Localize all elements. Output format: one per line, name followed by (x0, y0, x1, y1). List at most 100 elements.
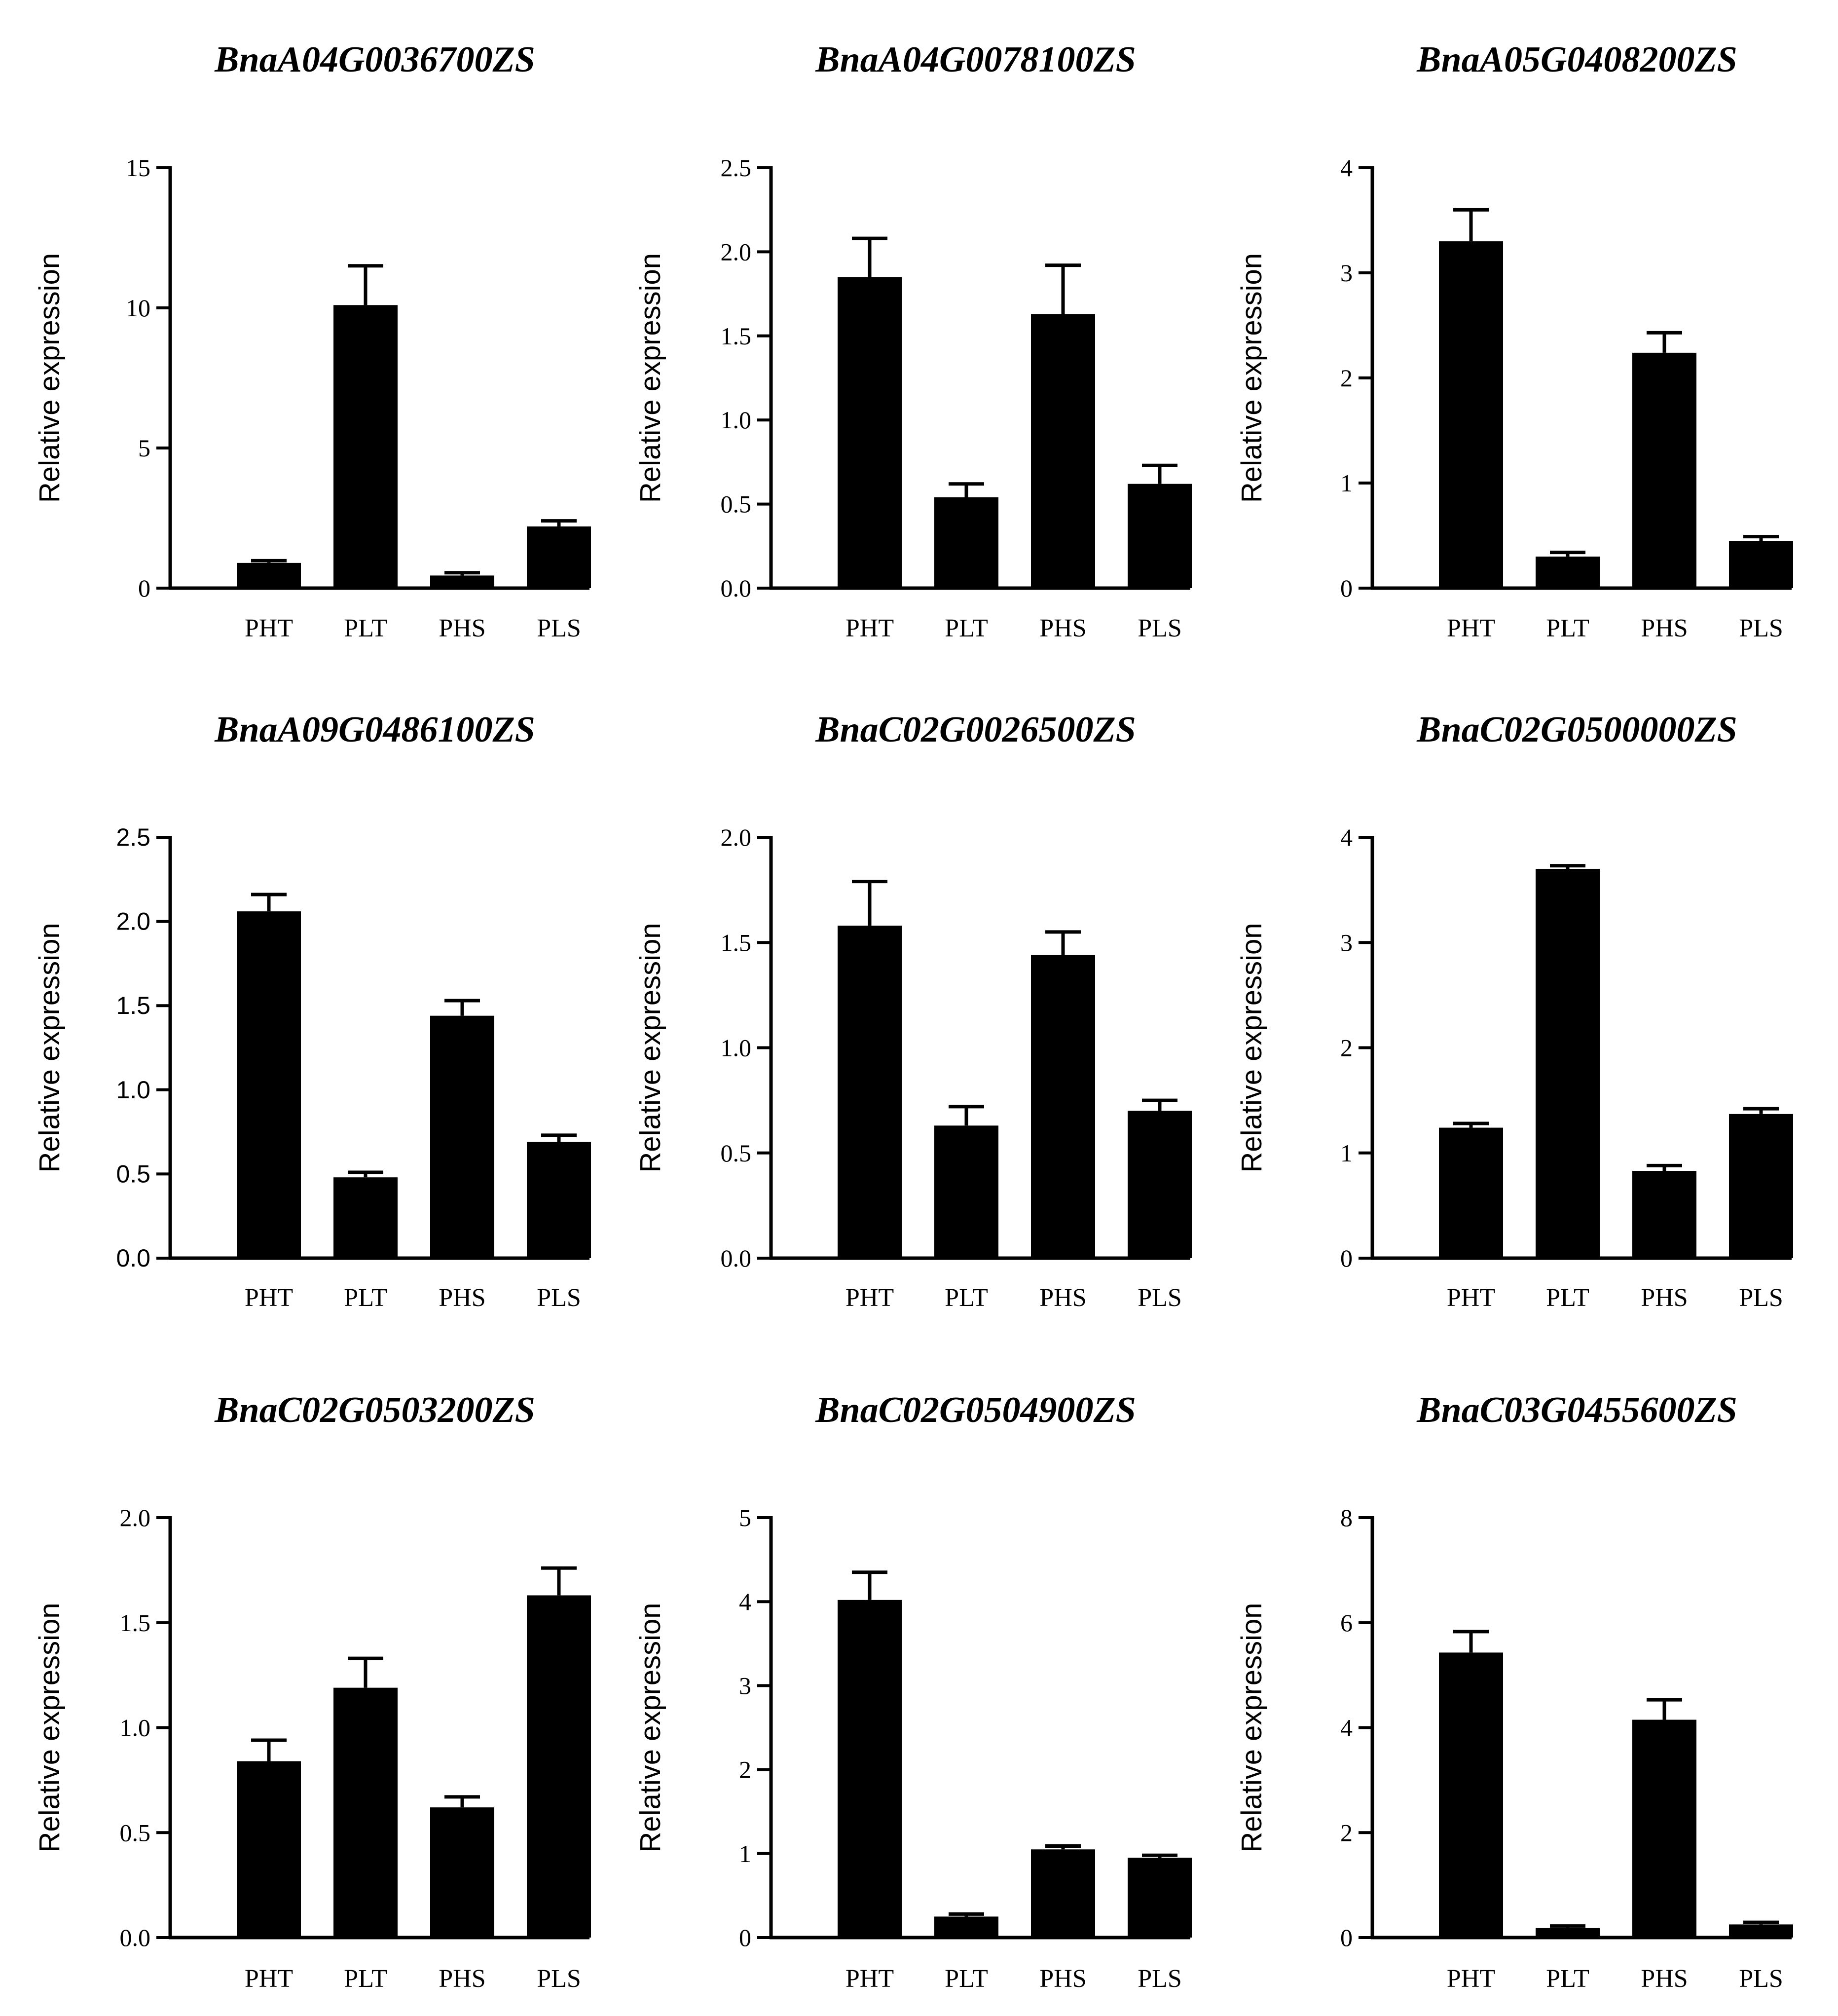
y-tick-label: 0 (1340, 1924, 1353, 1951)
y-tick-label: 2.0 (120, 1504, 151, 1531)
y-tick-label: 10 (126, 294, 150, 322)
y-tick-label: 0 (138, 574, 150, 602)
y-axis-label: Relative expression (34, 1603, 66, 1852)
x-tick-label: PLS (537, 1965, 581, 1993)
y-tick-label: 0 (1340, 574, 1353, 602)
y-axis-label: Relative expression (1236, 923, 1268, 1172)
x-tick-label: PLS (1138, 614, 1182, 642)
bar-phs (1031, 1849, 1095, 1938)
bar-pht (1439, 241, 1503, 589)
chart-panel: BnaA09G0486100ZS Relative expression 0.0 0.… (34, 709, 591, 1312)
bar-pls (1729, 541, 1793, 588)
y-tick-label: 0.5 (116, 1160, 150, 1188)
bar-plt (333, 305, 398, 588)
y-axis-label: Relative expression (1236, 1603, 1268, 1852)
y-tick-label: 4 (1340, 154, 1353, 182)
x-tick-label: PLT (344, 1965, 387, 1993)
bar-pls (527, 1142, 591, 1258)
chart-title: BnaC03G0455600ZS (1416, 1390, 1737, 1430)
y-tick-label: 1.0 (116, 1076, 150, 1104)
x-tick-label: PHT (845, 614, 894, 642)
chart-title: BnaC02G0500000ZS (1416, 709, 1737, 750)
x-tick-label: PHT (845, 1965, 894, 1993)
y-tick-label: 4 (1340, 823, 1353, 851)
y-tick-label: 3 (739, 1672, 751, 1699)
bar-phs (430, 1015, 494, 1258)
x-tick-label: PLT (945, 1284, 988, 1312)
y-tick-label: 6 (1340, 1609, 1353, 1637)
y-tick-label: 4 (1340, 1714, 1353, 1742)
chart-panel: BnaC02G0503200ZS Relative expression 0.0 0.… (34, 1390, 591, 1993)
y-tick-label: 2.5 (116, 823, 150, 851)
y-tick-label: 0.5 (120, 1819, 151, 1846)
chart-title: BnaA04G0036700ZS (214, 39, 535, 80)
y-tick-label: 2 (1340, 1819, 1353, 1846)
y-tick-label: 15 (126, 154, 150, 182)
x-tick-label: PHS (1641, 1965, 1688, 1993)
y-axis-label: Relative expression (634, 253, 666, 503)
chart-title: BnaA04G0078100ZS (815, 39, 1136, 80)
bar-plt (1536, 868, 1600, 1258)
bar-pls (527, 1595, 591, 1938)
bar-pht (838, 1600, 902, 1938)
y-tick-label: 2 (1340, 1034, 1353, 1062)
bar-phs (430, 575, 494, 588)
bar-phs (1632, 352, 1696, 588)
chart-panel: BnaA04G0036700ZS Relative expression 0 5 10 1… (34, 39, 591, 642)
y-tick-label: 2.5 (721, 154, 752, 182)
x-tick-label: PHT (1447, 1284, 1495, 1312)
y-tick-label: 1.5 (721, 929, 752, 956)
y-tick-label: 0.5 (721, 1139, 752, 1167)
y-axis-label: Relative expression (34, 253, 66, 503)
x-tick-label: PHS (1039, 1965, 1086, 1993)
chart-title: BnaC02G0504900ZS (815, 1390, 1136, 1430)
bar-pls (1128, 484, 1192, 588)
y-tick-label: 1 (739, 1840, 751, 1867)
x-tick-label: PHT (245, 1965, 293, 1993)
y-tick-label: 2 (739, 1756, 751, 1784)
y-tick-label: 0 (739, 1924, 751, 1951)
chart-panel: BnaC02G0500000ZS Relative expression 0 1 2 3 4… (1236, 709, 1793, 1312)
x-tick-label: PHT (245, 614, 293, 642)
bar-plt (1536, 557, 1600, 588)
bar-phs (1031, 955, 1095, 1258)
y-tick-label: 1 (1340, 469, 1353, 497)
x-tick-label: PLS (1739, 1284, 1783, 1312)
bar-plt (1536, 1928, 1600, 1938)
x-tick-label: PHS (1641, 1284, 1688, 1312)
x-tick-label: PLS (1138, 1284, 1182, 1312)
x-tick-label: PLT (1546, 1965, 1589, 1993)
y-tick-label: 2.0 (116, 908, 150, 935)
x-tick-label: PLS (537, 1284, 581, 1312)
y-tick-label: 2.0 (721, 238, 752, 265)
y-tick-label: 0.0 (721, 1244, 752, 1272)
chart-panel: BnaC02G0026500ZS Relative expression 0.0 0.… (634, 709, 1192, 1312)
bar-pls (1729, 1924, 1793, 1938)
chart-panel: BnaA05G0408200ZS Relative expression 0 1 2 3 4… (1236, 39, 1793, 642)
x-tick-label: PLT (344, 1284, 387, 1312)
bar-plt (934, 1125, 998, 1258)
bar-plt (934, 1916, 998, 1938)
bar-phs (430, 1807, 494, 1938)
y-tick-label: 1.5 (120, 1609, 151, 1637)
bar-plt (333, 1177, 398, 1258)
x-tick-label: PHS (439, 1965, 485, 1993)
x-tick-label: PLS (1739, 1965, 1783, 1993)
bar-pls (1128, 1111, 1192, 1258)
y-axis-label: Relative expression (1236, 253, 1268, 503)
chart-title: BnaC02G0026500ZS (815, 709, 1136, 750)
x-tick-label: PLT (344, 614, 387, 642)
chart-title: BnaC02G0503200ZS (214, 1390, 535, 1430)
y-tick-label: 1.0 (721, 1034, 752, 1062)
y-tick-label: 0.0 (721, 574, 752, 602)
chart-panel: BnaC02G0504900ZS Relative expression 0 1 2 3 4… (634, 1390, 1192, 1993)
x-tick-label: PHT (1447, 1965, 1495, 1993)
bar-pht (838, 926, 902, 1258)
y-tick-label: 1.5 (721, 322, 752, 350)
y-tick-label: 3 (1340, 259, 1353, 287)
y-tick-label: 1 (1340, 1139, 1353, 1167)
x-tick-label: PLT (945, 1965, 988, 1993)
y-axis-label: Relative expression (634, 1603, 666, 1852)
y-axis-label: Relative expression (34, 923, 66, 1172)
bar-phs (1632, 1719, 1696, 1938)
